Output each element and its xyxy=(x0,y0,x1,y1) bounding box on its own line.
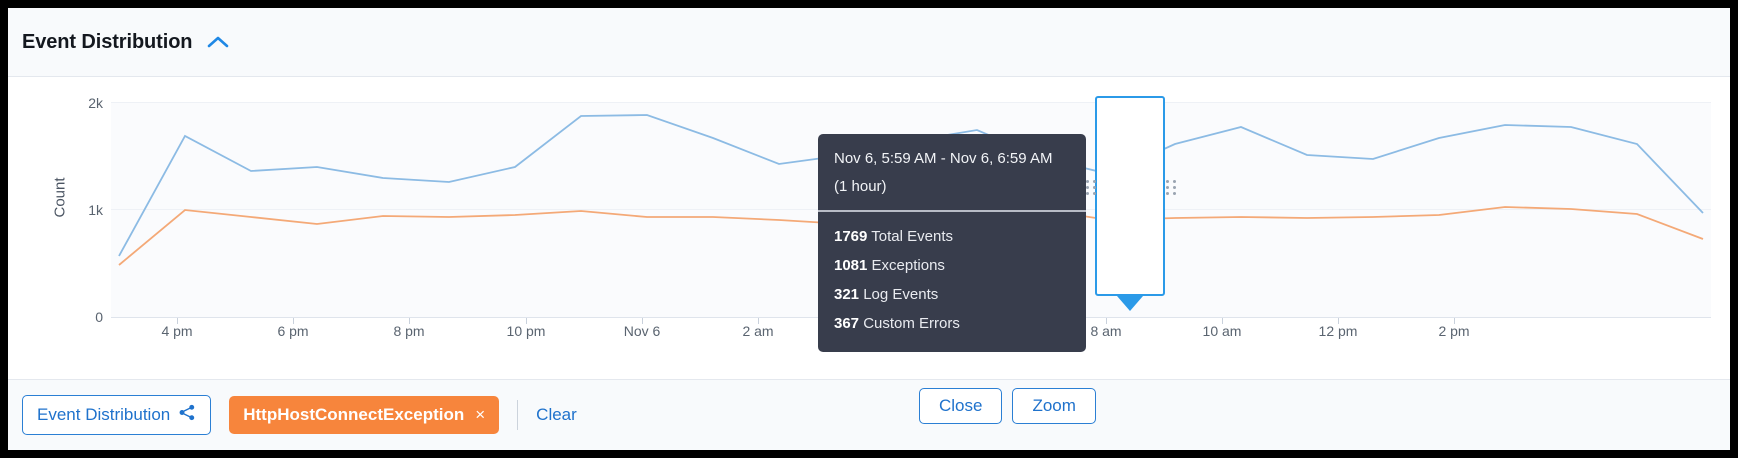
tooltip-divider xyxy=(818,210,1086,212)
tooltip-stat-row: 1769 Total Events xyxy=(818,222,1086,251)
tooltip-stat-value: 1081 xyxy=(834,257,868,274)
x-tick-label: 2 pm xyxy=(1438,323,1470,339)
event-distribution-panel: Event Distribution 2k 1k 0 Count xyxy=(8,8,1730,450)
tooltip-range: Nov 6, 5:59 AM - Nov 6, 6:59 AM xyxy=(834,150,1053,167)
x-tick-label: 8 am xyxy=(1090,323,1122,339)
x-tick-mark xyxy=(642,318,643,324)
selection-pointer-icon xyxy=(1117,296,1143,311)
tooltip-stat-row: 1081 Exceptions xyxy=(818,251,1086,280)
x-tick-mark xyxy=(1338,318,1339,324)
tooltip-duration: (1 hour) xyxy=(834,178,887,195)
gridline-2k xyxy=(111,102,1711,103)
tooltip-stat-value: 367 xyxy=(834,315,860,332)
y-tick-1k: 1k xyxy=(88,202,103,218)
clear-filters-button[interactable]: Clear xyxy=(536,405,577,424)
x-tick-label: 4 pm xyxy=(161,323,193,339)
y-tick-2k: 2k xyxy=(88,95,103,111)
x-tick-mark xyxy=(409,318,410,324)
breakdown-chip-label: Event Distribution xyxy=(37,405,171,424)
tooltip-stat-label: Exceptions xyxy=(871,257,945,274)
zoom-button[interactable]: Zoom xyxy=(1012,388,1096,424)
x-tick-label: 2 am xyxy=(742,323,774,339)
x-tick-label: 10 am xyxy=(1202,323,1242,339)
chart-tooltip: Nov 6, 5:59 AM - Nov 6, 6:59 AM (1 hour)… xyxy=(818,134,1086,352)
page-title: Event Distribution xyxy=(22,30,193,53)
x-tick-label: 12 pm xyxy=(1318,323,1358,339)
share-nodes-icon xyxy=(179,404,196,426)
x-tick-mark xyxy=(758,318,759,324)
brush-selection[interactable] xyxy=(1095,96,1165,296)
tooltip-stat-value: 1769 xyxy=(834,228,868,245)
tooltip-stat-row: 367 Custom Errors xyxy=(818,309,1086,338)
close-button[interactable]: Close xyxy=(919,388,1003,424)
chevron-up-icon[interactable] xyxy=(207,35,229,49)
x-tick-label: 10 pm xyxy=(506,323,546,339)
x-tick-mark xyxy=(293,318,294,324)
divider xyxy=(517,400,519,430)
x-tick-mark xyxy=(1222,318,1223,324)
breakdown-chip-event-distribution[interactable]: Event Distribution xyxy=(22,395,212,435)
panel-header: Event Distribution xyxy=(8,8,1730,77)
x-tick-mark xyxy=(177,318,178,324)
drag-handle-left[interactable] xyxy=(1086,180,1096,198)
filter-chip-httphostconnectexception[interactable]: HttpHostConnectException × xyxy=(229,396,500,434)
x-tick-label: 8 pm xyxy=(393,323,425,339)
tooltip-stat-label: Total Events xyxy=(871,228,953,245)
close-icon[interactable]: × xyxy=(475,405,486,424)
tooltip-stat-value: 321 xyxy=(834,286,860,303)
tooltip-stat-label: Log Events xyxy=(863,286,939,303)
tooltip-stat-label: Custom Errors xyxy=(863,315,960,332)
tooltip-stat-row: 321 Log Events xyxy=(818,280,1086,309)
x-tick-label: Nov 6 xyxy=(623,323,661,339)
selection-actions: Close Zoom xyxy=(919,388,1096,424)
filter-chip-label: HttpHostConnectException xyxy=(243,405,465,424)
filter-bar: Event Distribution HttpHostConnectExcept… xyxy=(8,379,1730,450)
y-axis-label: Count xyxy=(51,177,69,218)
x-tick-label: 6 pm xyxy=(277,323,309,339)
x-tick-mark xyxy=(1454,318,1455,324)
x-tick-mark xyxy=(526,318,527,324)
y-tick-0: 0 xyxy=(95,309,103,325)
x-tick-mark xyxy=(1106,318,1107,324)
drag-handle-right[interactable] xyxy=(1166,180,1176,198)
